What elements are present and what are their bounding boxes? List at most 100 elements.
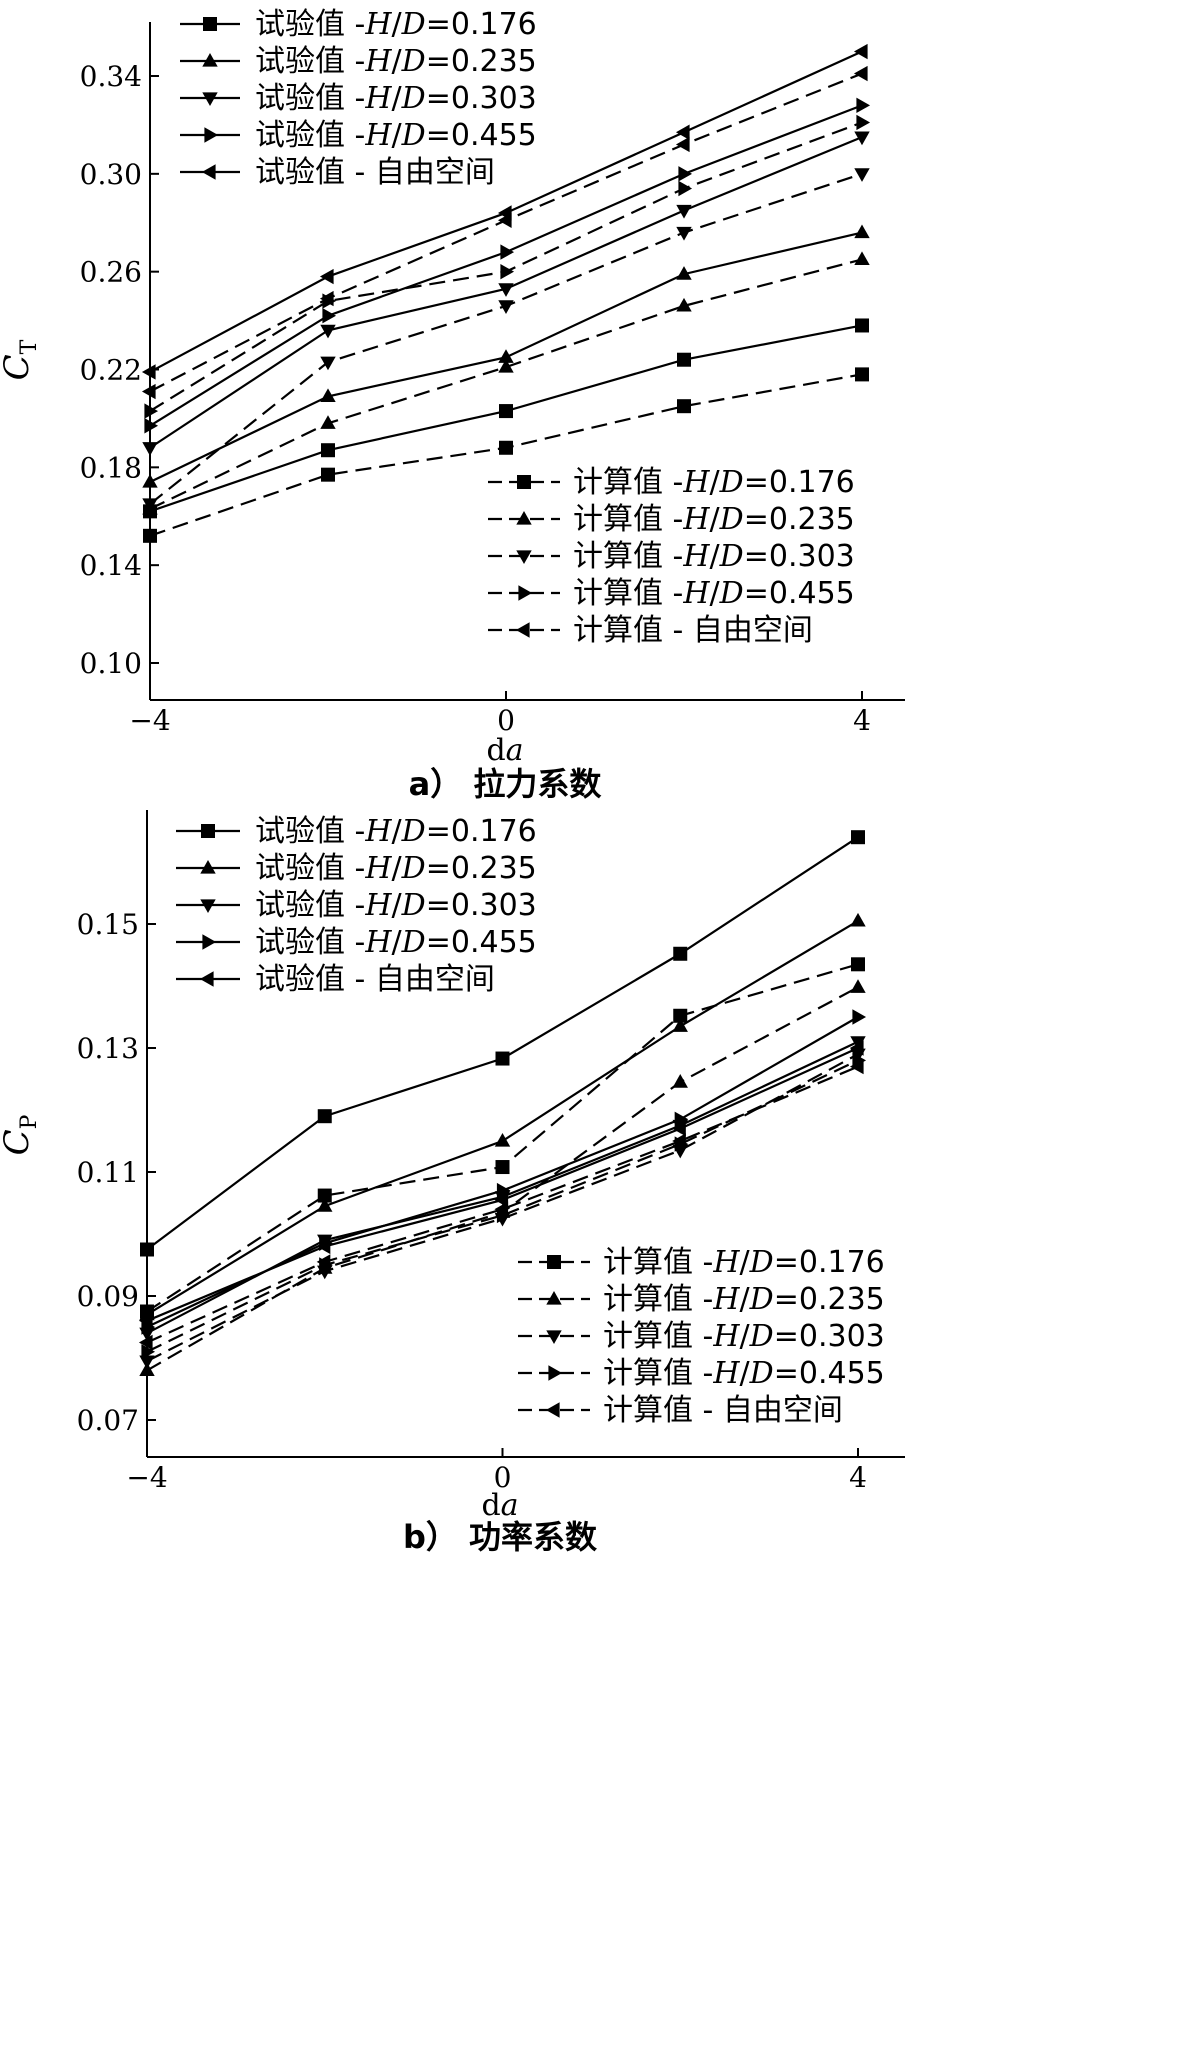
data-point <box>322 307 337 324</box>
legend-label-value: =0.455 <box>426 925 537 960</box>
legend-label-value: =0.455 <box>744 576 855 611</box>
data-point <box>853 65 868 82</box>
legend-label-value: =0.303 <box>426 81 537 116</box>
legend-entry: 试验值 -H/D=0.455 <box>180 118 537 153</box>
data-point <box>143 528 157 543</box>
data-point <box>321 467 335 482</box>
legend-marker <box>517 475 531 489</box>
data-point <box>494 1201 509 1217</box>
legend-label-slash: / <box>392 814 403 849</box>
legend-label: 计算值 - 自由空间 <box>573 613 813 648</box>
legend-label-d: D <box>401 81 426 116</box>
data-point <box>500 263 515 280</box>
x-tick-label: −4 <box>126 1461 167 1494</box>
legend-entry: 计算值 -H/D=0.176 <box>518 1245 885 1280</box>
data-point <box>319 268 334 285</box>
legend-label-slash: / <box>740 1356 751 1391</box>
legend-entry: 试验值 -H/D=0.176 <box>176 814 537 849</box>
legend-entry: 计算值 - 自由空间 <box>488 613 813 648</box>
legend-entry: 试验值 - 自由空间 <box>180 155 495 190</box>
legend-label-slash: / <box>740 1319 751 1354</box>
data-point <box>856 114 871 131</box>
y-tick-label: 0.26 <box>80 256 142 289</box>
data-point <box>139 1355 155 1370</box>
data-point <box>851 830 865 845</box>
y-tick-label: 0.15 <box>77 908 139 941</box>
data-point <box>854 251 870 266</box>
data-point <box>144 418 159 434</box>
y-tick-label: 0.10 <box>80 647 142 680</box>
legend-label: 试验值 -H/D=0.303 <box>255 888 537 923</box>
legend-label-prefix: 试验值 - <box>255 81 365 116</box>
series-4 <box>144 97 871 434</box>
x-axis-label-d: d <box>486 733 505 768</box>
series-10 <box>141 65 868 400</box>
data-point <box>675 136 690 153</box>
legend-label: 试验值 -H/D=0.235 <box>255 851 537 886</box>
y-tick-label: 0.14 <box>80 549 142 582</box>
legend-label-prefix: 计算值 - <box>603 1356 713 1391</box>
legend-label-d: D <box>749 1245 774 1280</box>
legend-label: 计算值 -H/D=0.455 <box>603 1356 885 1391</box>
chart-caption: a） 拉力系数 <box>409 765 603 803</box>
y-tick-label: 0.34 <box>80 60 142 93</box>
legend-label-slash: / <box>392 888 403 923</box>
data-point <box>678 180 693 197</box>
data-point <box>678 166 693 182</box>
data-point <box>140 1304 154 1319</box>
data-point <box>138 1334 153 1351</box>
y-tick-label: 0.09 <box>77 1280 139 1313</box>
legend-marker <box>201 824 215 838</box>
series-1 <box>140 830 865 1257</box>
data-point <box>495 1160 510 1175</box>
legend-marker <box>202 934 217 950</box>
data-point <box>500 244 515 260</box>
x-tick-label: −4 <box>129 704 170 737</box>
legend-label: 计算值 -H/D=0.303 <box>573 539 855 574</box>
legend-marker <box>202 92 218 107</box>
legend-marker <box>204 127 219 143</box>
data-point <box>852 1009 867 1025</box>
legend-label-prefix: 计算值 - <box>603 1319 713 1354</box>
data-point <box>676 266 692 280</box>
data-point <box>850 1048 866 1063</box>
legend-entry: 试验值 - 自由空间 <box>176 962 495 997</box>
data-point <box>139 1362 155 1376</box>
legend-marker <box>547 1255 561 1269</box>
legend-label-slash: / <box>710 576 721 611</box>
legend-label-prefix: 计算值 - <box>573 465 683 500</box>
series-5 <box>138 1040 864 1329</box>
legend-marker <box>516 510 532 525</box>
data-point <box>499 404 513 419</box>
data-point <box>316 1238 331 1255</box>
x-axis-label-d: d <box>481 1488 500 1523</box>
legend-label: 试验值 - 自由空间 <box>255 962 495 997</box>
legend-marker <box>203 17 217 31</box>
legend-label-h: H <box>364 81 392 116</box>
legend-label: 试验值 -H/D=0.176 <box>255 7 537 42</box>
legend-label: 试验值 -H/D=0.176 <box>255 814 537 849</box>
y-tick-label: 0.13 <box>77 1032 139 1065</box>
legend-entry: 计算值 -H/D=0.176 <box>488 465 855 500</box>
data-point <box>672 1018 688 1032</box>
legend-entry: 试验值 -H/D=0.235 <box>176 851 537 886</box>
series-10 <box>138 1058 864 1351</box>
data-point <box>673 1008 688 1023</box>
series-6 <box>140 957 865 1319</box>
legend-label: 试验值 - 自由空间 <box>255 155 495 190</box>
data-point <box>498 359 514 373</box>
legend-label-slash: / <box>710 465 721 500</box>
data-point <box>675 124 690 140</box>
legend-label-h: H <box>364 814 392 849</box>
legend-label-value: =0.455 <box>426 118 537 153</box>
legend-marker <box>199 971 214 987</box>
legend-label-d: D <box>749 1356 774 1391</box>
legend-label-h: H <box>712 1245 740 1280</box>
data-point <box>850 979 866 993</box>
data-point <box>672 1133 686 1149</box>
legend-label: 计算值 -H/D=0.176 <box>573 465 855 500</box>
data-point <box>316 1254 331 1270</box>
chart-caption: b） 功率系数 <box>403 1518 598 1556</box>
legend-marker <box>200 859 216 874</box>
